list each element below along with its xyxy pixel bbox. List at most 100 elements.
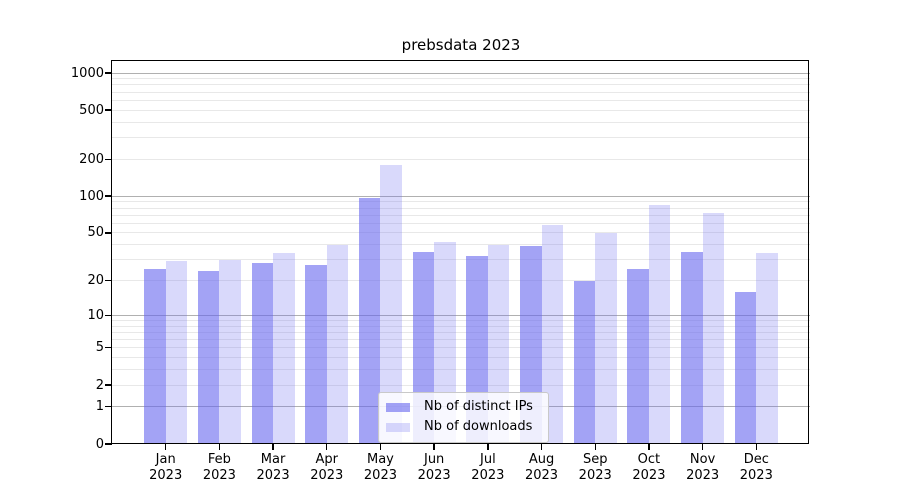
x-tick-label-jan: Jan 2023 [134,452,198,484]
bar-may-distinct-ips [358,198,381,444]
gridline-minor [112,319,810,321]
x-tick-mark [487,444,489,450]
legend-label-distinct-ips: Nb of distinct IPs [424,399,533,414]
x-tick-year: 2023 [149,468,183,483]
gridline-minor [112,99,810,101]
bar-mar-downloads [273,253,295,444]
gridline-major [112,314,810,316]
x-tick-month: Nov [689,452,716,467]
x-tick-mark [326,444,328,450]
legend-swatch-distinct-ips-icon [386,402,410,412]
gridline-minor [112,232,810,234]
bar-sep-distinct-ips [573,280,596,444]
x-tick-mark [272,444,274,450]
bar-dec-distinct-ips [734,291,757,444]
gridline-minor [112,84,810,86]
y-tick-label: 50 [87,225,104,241]
x-tick-year: 2023 [524,468,559,483]
gridline-minor [112,325,810,327]
gridline-minor [112,214,810,216]
chart-title: prebsdata 2023 [401,36,521,54]
x-tick-month: Jun [423,452,445,467]
x-tick-mark [164,444,167,450]
bar-mar-distinct-ips [251,263,274,444]
y-tick-label: 2 [95,377,104,393]
x-tick-label-dec: Dec 2023 [724,452,788,484]
y-tick-mark [105,347,112,349]
gridline-major [112,195,810,197]
x-tick-mark [540,444,543,450]
y-tick-label: 200 [79,151,104,167]
y-tick-mark [105,384,112,386]
x-tick-year: 2023 [632,468,666,483]
y-tick-label: 0 [95,436,104,452]
x-tick-label-feb: Feb 2023 [187,452,251,484]
x-tick-month: Feb [207,452,231,467]
gridline-minor [112,201,810,203]
y-tick-mark [105,109,112,111]
x-tick-year: 2023 [578,468,612,483]
x-tick-month: May [367,452,394,467]
y-tick-label: 20 [87,273,104,288]
x-tick-label-may: May 2023 [348,452,412,484]
y-tick-label: 100 [79,188,104,204]
y-tick-label: 1000 [70,65,104,81]
x-tick-label-aug: Aug 2023 [510,452,574,484]
y-tick-mark [105,314,112,316]
gridline-minor [112,121,810,123]
y-tick-label: 10 [87,307,104,323]
x-tick-year: 2023 [363,468,397,483]
x-tick-label-oct: Oct 2023 [617,452,681,484]
bar-feb-downloads [219,259,241,444]
x-tick-month: Jan [155,452,176,467]
y-tick-mark [105,195,112,197]
y-tick-label: 500 [79,102,104,118]
gridline-minor [112,331,810,333]
gridline-minor [112,222,810,224]
gridline-minor [112,158,810,160]
x-tick-label-mar: Mar 2023 [241,452,305,484]
bar-feb-distinct-ips [197,271,220,444]
x-tick-year: 2023 [471,468,505,483]
x-tick-month: Mar [260,452,286,467]
x-tick-label-jul: Jul 2023 [456,452,520,484]
bar-apr-distinct-ips [305,265,327,444]
bar-oct-downloads [648,204,671,444]
x-tick-mark [701,444,704,450]
bar-oct-distinct-ips [627,269,649,444]
y-tick-mark [105,443,112,445]
x-tick-year: 2023 [739,468,773,483]
x-tick-year: 2023 [686,468,720,483]
y-tick-mark [105,72,112,74]
gridline-major [112,72,810,74]
gridline-minor [112,137,810,139]
x-tick-year: 2023 [417,468,451,483]
x-tick-mark [218,444,221,450]
x-tick-mark [755,444,757,450]
x-tick-year: 2023 [256,468,290,483]
bar-dec-downloads [756,253,778,444]
bar-aug-downloads [541,225,564,444]
x-tick-label-sep: Sep 2023 [563,452,627,484]
bar-may-downloads [380,164,402,444]
legend-item-downloads: Nb of downloads [386,417,540,437]
y-tick-mark [105,406,112,408]
x-tick-mark [433,444,435,450]
gridline-minor [112,339,810,340]
y-tick-mark [105,279,112,282]
x-tick-label-jun: Jun 2023 [402,452,466,484]
bar-jan-downloads [165,261,188,444]
x-tick-month: Oct [637,452,661,467]
x-tick-mark [648,444,650,450]
x-tick-mark [379,444,382,450]
gridline-minor [112,369,810,371]
x-tick-month: Dec [743,452,769,467]
legend-item-distinct-ips: Nb of distinct IPs [386,397,540,417]
x-tick-month: Apr [315,452,339,467]
x-tick-label-nov: Nov 2023 [671,452,735,484]
x-tick-month: Jul [480,452,496,467]
y-tick-label: 1 [95,399,104,415]
bar-sep-downloads [595,232,617,444]
y-tick-label: 5 [95,340,104,356]
gridline-minor [112,357,810,359]
